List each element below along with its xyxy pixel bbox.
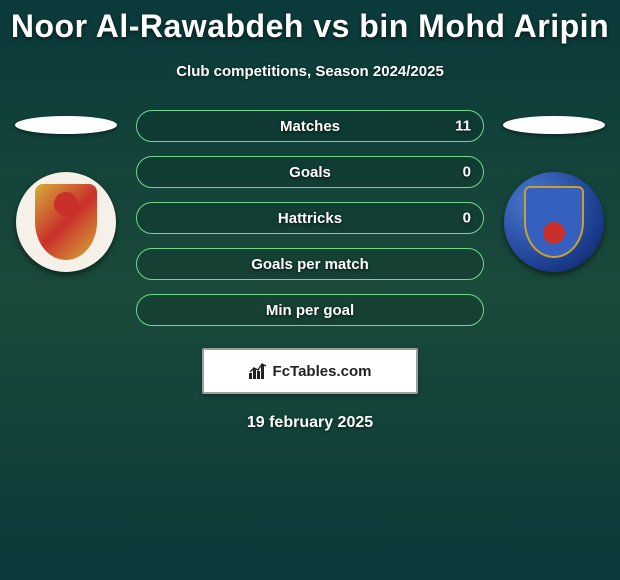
stat-label: Goals per match bbox=[251, 256, 369, 273]
stat-right-value: 0 bbox=[463, 164, 471, 181]
subtitle: Club competitions, Season 2024/2025 bbox=[0, 63, 620, 80]
date-text: 19 february 2025 bbox=[0, 414, 620, 432]
stat-label: Goals bbox=[289, 164, 331, 181]
brand-text: FcTables.com bbox=[273, 363, 372, 380]
stat-label: Hattricks bbox=[278, 210, 342, 227]
comparison-content: Matches 11 Goals 0 Hattricks 0 Goals per… bbox=[0, 110, 620, 326]
player-left-flag bbox=[15, 116, 117, 134]
shield-icon bbox=[35, 184, 97, 260]
shield-icon bbox=[524, 186, 584, 258]
stat-label: Matches bbox=[280, 118, 340, 135]
player-right-flag bbox=[503, 116, 605, 134]
stat-label: Min per goal bbox=[266, 302, 354, 319]
stat-row-matches: Matches 11 bbox=[136, 110, 484, 142]
stat-row-goals-per-match: Goals per match bbox=[136, 248, 484, 280]
page-title: Noor Al-Rawabdeh vs bin Mohd Aripin bbox=[0, 0, 620, 45]
stats-column: Matches 11 Goals 0 Hattricks 0 Goals per… bbox=[136, 110, 484, 326]
player-right-column bbox=[494, 110, 614, 272]
stat-row-min-per-goal: Min per goal bbox=[136, 294, 484, 326]
stat-row-goals: Goals 0 bbox=[136, 156, 484, 188]
player-right-club-badge bbox=[504, 172, 604, 272]
stat-right-value: 0 bbox=[463, 210, 471, 227]
brand-link[interactable]: FcTables.com bbox=[202, 348, 418, 394]
bar-chart-icon bbox=[249, 363, 269, 379]
stat-row-hattricks: Hattricks 0 bbox=[136, 202, 484, 234]
player-left-column bbox=[6, 110, 126, 272]
stat-right-value: 11 bbox=[455, 118, 471, 135]
player-left-club-badge bbox=[16, 172, 116, 272]
